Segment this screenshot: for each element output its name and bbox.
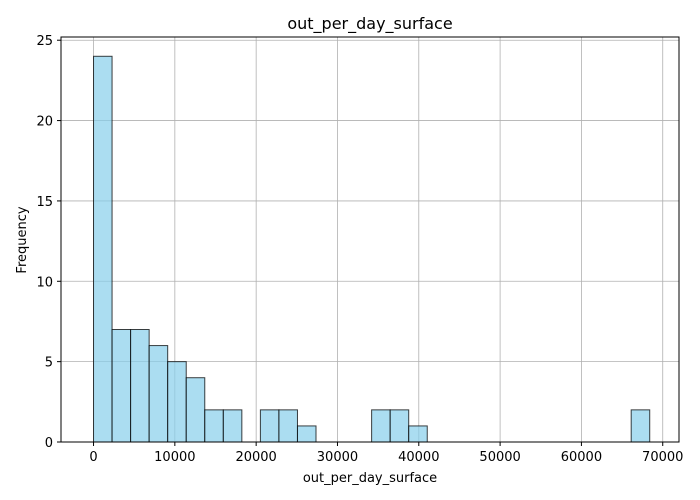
histogram-bar (408, 425, 428, 443)
x-axis-label: out_per_day_surface (303, 471, 437, 486)
histogram-bar (93, 55, 113, 443)
x-tick-label: 70000 (642, 450, 683, 465)
histogram-bar (278, 409, 298, 443)
histogram-bar (371, 409, 391, 443)
x-tick-label: 60000 (561, 450, 602, 465)
histogram-bar (296, 425, 317, 443)
histogram-bar (389, 409, 410, 443)
x-tick-label: 40000 (398, 450, 439, 465)
y-tick-label: 5 (45, 356, 53, 371)
x-tick-label: 50000 (479, 450, 520, 465)
histogram-bar (222, 409, 243, 443)
y-axis-ticks: 0 5 10 15 20 25 (36, 34, 61, 451)
x-tick-label: 0 (89, 450, 97, 465)
histogram-bar (259, 409, 280, 443)
plot-frame (60, 36, 680, 443)
histogram-bar (130, 329, 150, 443)
y-tick-label: 0 (45, 436, 53, 451)
x-tick-label: 30000 (317, 450, 358, 465)
histogram-bar (204, 409, 224, 443)
x-tick-label: 10000 (154, 450, 195, 465)
histogram-bar (111, 329, 132, 443)
chart-title: out_per_day_surface (287, 14, 452, 34)
y-tick-label: 25 (36, 34, 53, 49)
histogram-bar (185, 377, 206, 443)
y-tick-label: 20 (36, 115, 53, 130)
x-tick-label: 20000 (235, 450, 276, 465)
histogram-bar (630, 409, 651, 443)
x-axis-ticks: 0 10000 20000 30000 40000 50000 60000 70000 (89, 442, 683, 465)
histogram-bar (167, 361, 187, 443)
y-tick-label: 15 (36, 195, 53, 210)
y-axis-label: Frequency (15, 206, 30, 273)
histogram-bar (148, 345, 169, 443)
y-tick-label: 10 (36, 275, 53, 290)
